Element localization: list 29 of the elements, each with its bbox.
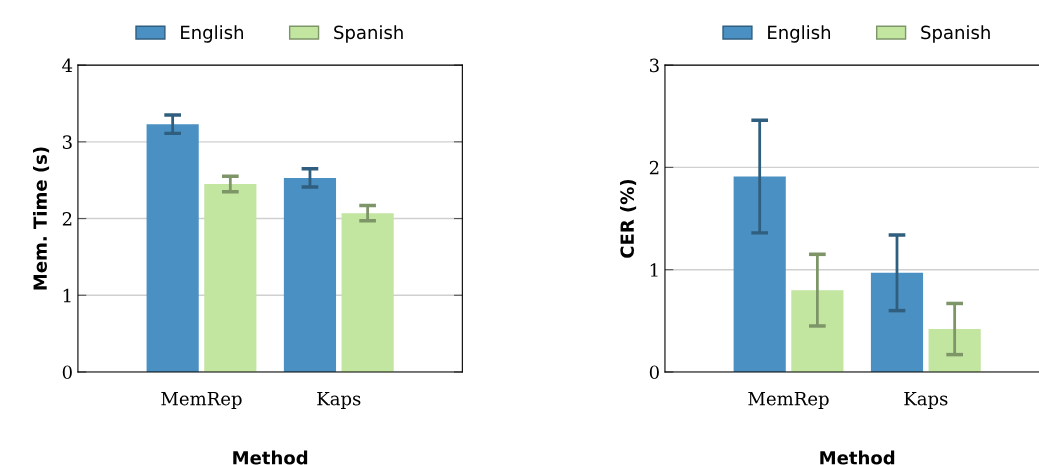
y-tick-label: 2 — [649, 160, 659, 175]
x-axis-title: Method — [820, 450, 895, 465]
y-tick-label: 0 — [649, 365, 659, 380]
legend-label: Spanish — [921, 25, 990, 43]
x-tick-label: MemRep — [748, 392, 829, 409]
y-tick-label: 0 — [62, 365, 72, 380]
bar — [146, 124, 199, 372]
bar — [870, 272, 924, 372]
x-tick-label: Kaps — [317, 392, 361, 409]
y-tick-label: 3 — [62, 135, 72, 149]
bar — [283, 177, 337, 372]
bar — [341, 213, 394, 372]
y-tick-label: 3 — [649, 58, 659, 73]
y-axis-title: Mem. Time (s) — [32, 147, 50, 290]
y-axis-title: CER (%) — [620, 179, 637, 258]
x-tick-label: Kaps — [904, 392, 948, 409]
y-tick-label: 1 — [63, 288, 71, 303]
y-tick-label: 1 — [650, 263, 658, 277]
bar — [791, 290, 844, 372]
y-tick-label: 2 — [62, 212, 72, 226]
bar — [733, 176, 786, 372]
bar — [204, 184, 257, 372]
bar — [928, 329, 981, 372]
x-tick-label: MemRep — [161, 392, 242, 409]
y-tick-label: 4 — [62, 58, 73, 72]
x-axis-title: Method — [233, 450, 308, 465]
legend-label: English — [768, 25, 831, 43]
legend-label: Spanish — [334, 25, 403, 43]
legend-label: English — [181, 25, 243, 43]
